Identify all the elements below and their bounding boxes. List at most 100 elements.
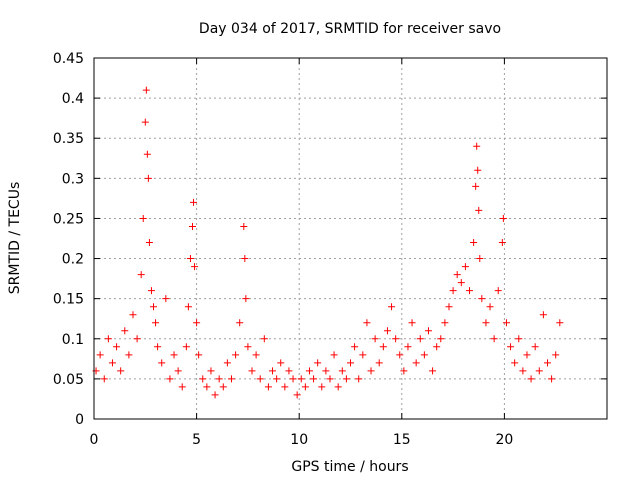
data-point xyxy=(178,383,186,391)
y-tick-label: 0.25 xyxy=(53,211,84,227)
data-point xyxy=(416,335,424,343)
data-point xyxy=(498,239,506,247)
data-point xyxy=(388,303,396,311)
data-point xyxy=(104,335,112,343)
data-point xyxy=(219,383,227,391)
y-tick-label: 0.45 xyxy=(53,51,84,67)
data-point xyxy=(392,335,400,343)
data-point xyxy=(334,383,342,391)
data-point xyxy=(285,367,293,375)
data-point xyxy=(143,150,151,158)
data-point xyxy=(355,375,363,383)
data-point xyxy=(511,359,519,367)
data-point xyxy=(142,86,150,94)
data-point xyxy=(424,327,432,335)
data-point xyxy=(264,383,272,391)
y-tick-label: 0.35 xyxy=(53,131,84,147)
data-point xyxy=(241,255,249,263)
data-point xyxy=(326,375,334,383)
data-point xyxy=(305,367,313,375)
data-point xyxy=(473,142,481,150)
data-point xyxy=(552,351,560,359)
data-point xyxy=(494,287,502,295)
data-point xyxy=(338,367,346,375)
data-point xyxy=(100,375,108,383)
data-point xyxy=(96,351,104,359)
data-point xyxy=(330,351,338,359)
data-point xyxy=(203,383,211,391)
data-point xyxy=(359,351,367,359)
data-point xyxy=(502,319,510,327)
axis-ticks: 0 0.05 0.1 0.15 0.2 0.25 0.3 0.35 0.4 0.45 0 5 10 15 2… xyxy=(53,51,607,448)
data-point xyxy=(548,375,556,383)
data-point xyxy=(457,279,465,287)
data-point xyxy=(482,319,490,327)
data-point xyxy=(433,343,441,351)
data-point xyxy=(215,375,223,383)
data-point xyxy=(475,206,483,214)
data-point xyxy=(170,351,178,359)
data-point xyxy=(429,367,437,375)
data-point xyxy=(383,327,391,335)
data-point xyxy=(125,351,133,359)
data-point xyxy=(199,375,207,383)
y-tick-label: 0.3 xyxy=(62,171,84,187)
data-point xyxy=(141,118,149,126)
data-point xyxy=(527,375,535,383)
data-point xyxy=(342,375,350,383)
data-point xyxy=(139,214,147,222)
data-point xyxy=(293,391,301,399)
data-point xyxy=(195,351,203,359)
data-point xyxy=(367,367,375,375)
data-point xyxy=(162,295,170,303)
data-point xyxy=(145,239,153,247)
y-tick-label: 0.15 xyxy=(53,292,84,308)
data-point xyxy=(236,319,244,327)
data-point xyxy=(184,303,192,311)
data-point xyxy=(207,367,215,375)
data-point xyxy=(375,359,383,367)
data-point xyxy=(240,222,248,230)
data-point xyxy=(470,239,478,247)
data-point xyxy=(490,335,498,343)
x-tick-label: 5 xyxy=(192,432,201,448)
data-point xyxy=(318,383,326,391)
data-point xyxy=(154,343,162,351)
data-point xyxy=(347,359,354,367)
data-point xyxy=(273,375,281,383)
data-point xyxy=(531,343,539,351)
data-point xyxy=(182,343,190,351)
x-tick-label: 0 xyxy=(90,432,99,448)
data-point xyxy=(486,303,494,311)
data-point xyxy=(289,375,297,383)
plot-frame xyxy=(93,57,608,420)
x-axis-label: GPS time / hours xyxy=(291,459,408,475)
data-point xyxy=(129,311,137,319)
data-point xyxy=(371,335,379,343)
y-axis-label: SRMTID / TECUs xyxy=(7,182,23,295)
data-point xyxy=(519,367,527,375)
data-point xyxy=(301,383,309,391)
data-point xyxy=(474,166,482,174)
data-point xyxy=(396,351,404,359)
data-point xyxy=(478,295,486,303)
data-point xyxy=(445,303,453,311)
data-point xyxy=(472,182,480,190)
data-point xyxy=(108,359,116,367)
data-point xyxy=(152,319,160,327)
data-point xyxy=(515,335,523,343)
y-tick-label: 0.2 xyxy=(62,252,84,268)
data-point xyxy=(223,359,231,367)
data-point xyxy=(147,287,155,295)
data-point xyxy=(310,375,318,383)
data-point xyxy=(117,367,125,375)
data-point xyxy=(191,263,199,271)
y-tick-label: 0 xyxy=(75,412,84,428)
data-point xyxy=(461,263,469,271)
data-point xyxy=(556,319,564,327)
data-point xyxy=(256,375,264,383)
data-point xyxy=(227,375,235,383)
data-point xyxy=(297,375,305,383)
data-point xyxy=(351,343,359,351)
data-point xyxy=(523,351,531,359)
